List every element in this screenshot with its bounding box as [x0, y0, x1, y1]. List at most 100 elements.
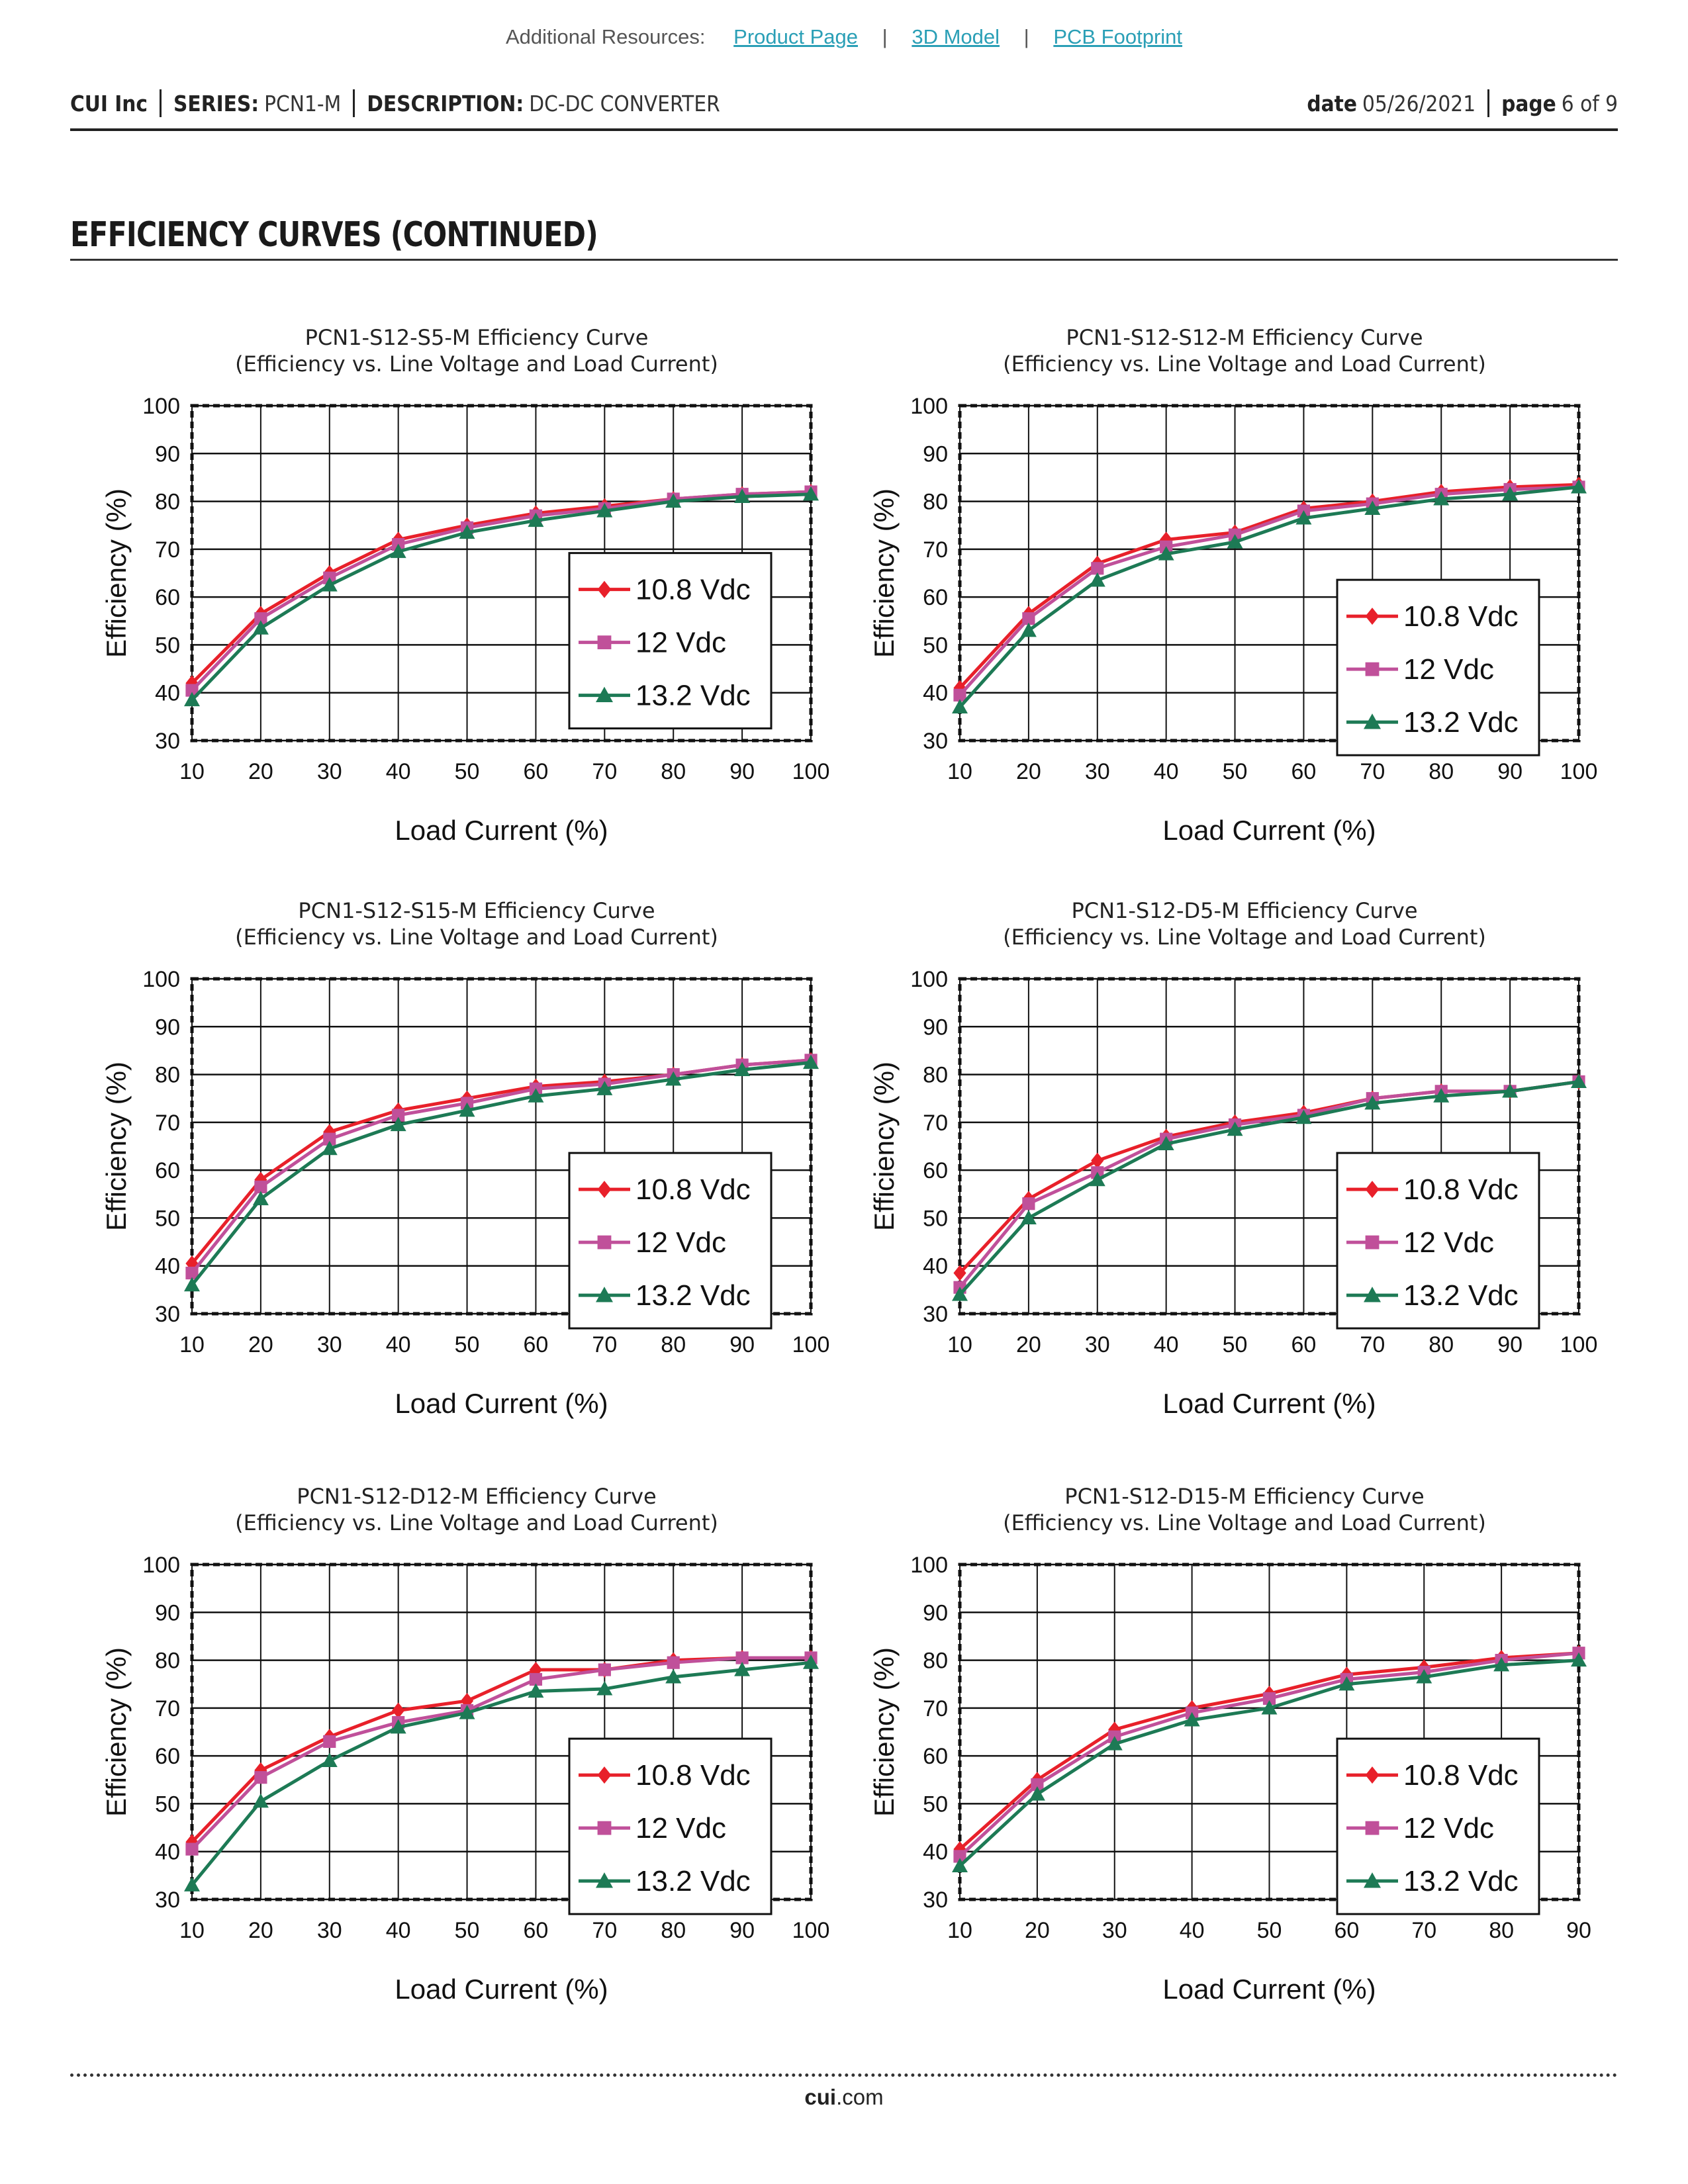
data-point: [185, 684, 199, 697]
data-point: [1022, 612, 1035, 625]
legend: 10.8 Vdc 12 Vdc 13.2 Vdc: [1336, 578, 1540, 756]
legend-item: 10.8 Vdc: [1346, 1173, 1519, 1206]
legend-marker-square-icon: [1365, 1235, 1380, 1250]
y-tick-label: 90: [155, 1015, 180, 1040]
legend-marker-square-icon: [1365, 1821, 1380, 1835]
x-axis-label: Load Current (%): [1162, 1974, 1376, 2005]
series-line: [959, 482, 1579, 690]
data-point: [596, 503, 613, 518]
data-point: [1571, 1073, 1587, 1089]
data-point: [254, 1180, 267, 1194]
separator: |: [1023, 25, 1029, 48]
x-tick-label: 10: [947, 1918, 972, 1943]
data-point: [803, 486, 819, 501]
legend-item: 13.2 Vdc: [579, 680, 751, 712]
y-tick-label: 60: [155, 1158, 180, 1183]
footer: cui.com: [0, 2085, 1688, 2110]
chart-svg: 30 40 50 60 70 80 90 100 10 20 30 40 50 60 70 80 90 100 Lo…: [101, 394, 829, 846]
data-point: [953, 1850, 966, 1863]
x-tick-label: 70: [592, 759, 617, 784]
efficiency-chart-d15: PCN1-S12-D15-M Efficiency Curve (Efficien…: [854, 1483, 1635, 2052]
legend-label: 12 Vdc: [635, 627, 726, 659]
chart-subtitle: (Efficiency vs. Line Voltage and Load Cu…: [1003, 1510, 1486, 1535]
data-point: [596, 1680, 613, 1696]
chart-title: PCN1-S12-D15-M Efficiency Curve: [1064, 1484, 1425, 1509]
date-value: 05/26/2021: [1362, 90, 1476, 116]
legend-label: 12 Vdc: [635, 1812, 726, 1844]
y-tick-label: 100: [142, 394, 180, 419]
data-point: [252, 620, 269, 635]
y-axis-label: Efficiency (%): [101, 1647, 132, 1817]
y-tick-label: 50: [923, 633, 948, 658]
series-13-2-vdc: [184, 1655, 819, 1891]
data-point: [803, 1054, 819, 1069]
description-label: DESCRIPTION:: [367, 90, 524, 116]
y-axis-label: Efficiency (%): [101, 1062, 132, 1231]
legend-marker-diamond-icon: [1365, 1766, 1380, 1784]
legend-label: 12 Vdc: [1403, 1812, 1494, 1844]
additional-resources-bar: Additional Resources: Product Page | 3D …: [0, 25, 1688, 49]
legend-label: 10.8 Vdc: [1403, 1173, 1519, 1206]
x-tick-label: 60: [524, 1918, 549, 1943]
data-point: [1433, 490, 1450, 506]
data-point: [952, 1287, 968, 1301]
x-tick-label: 40: [1154, 759, 1179, 784]
efficiency-chart-s12: PCN1-S12-S12-M Efficiency Curve (Efficien…: [854, 324, 1635, 893]
efficiency-chart-d12: PCN1-S12-D12-M Efficiency Curve (Efficien…: [86, 1483, 867, 2052]
x-tick-label: 60: [1291, 759, 1317, 784]
chart-title: PCN1-S12-D5-M Efficiency Curve: [1071, 898, 1418, 923]
x-axis-label: Load Current (%): [1162, 1388, 1376, 1419]
data-point: [1502, 1083, 1519, 1098]
data-point: [1158, 546, 1174, 561]
y-tick-label: 50: [923, 1206, 948, 1231]
y-tick-label: 40: [923, 681, 948, 706]
series-13-2-vdc: [952, 1073, 1587, 1301]
additional-resources-label: Additional Resources:: [505, 25, 706, 48]
data-point: [1227, 534, 1243, 549]
legend-item: 12 Vdc: [579, 1812, 726, 1844]
data-point: [803, 1655, 819, 1669]
data-point: [735, 1651, 749, 1664]
data-point: [528, 1088, 544, 1103]
data-point: [254, 1762, 267, 1778]
plot-frame: [958, 977, 1581, 1316]
data-point: [1338, 1676, 1355, 1691]
plot-frame: [958, 404, 1581, 743]
chart-svg: 30 40 50 60 70 80 90 100 10 20 30 40 50 60 70 80 90 100 Lo…: [868, 394, 1597, 846]
y-axis-label: Efficiency (%): [868, 488, 900, 658]
data-point: [528, 512, 544, 527]
x-tick-label: 70: [592, 1918, 617, 1943]
legend-label: 10.8 Vdc: [1403, 600, 1519, 633]
y-tick-label: 60: [155, 1744, 180, 1769]
legend: 10.8 Vdc 12 Vdc 13.2 Vdc: [568, 552, 773, 730]
chart-title: PCN1-S12-S5-M Efficiency Curve: [305, 325, 649, 350]
x-tick-label: 80: [661, 1918, 686, 1943]
y-axis-label: Efficiency (%): [868, 1647, 900, 1817]
x-tick-label: 70: [1411, 1918, 1436, 1943]
efficiency-chart-d5: PCN1-S12-D5-M Efficiency Curve (Efficienc…: [854, 897, 1635, 1467]
header-rule: [70, 128, 1618, 131]
y-tick-label: 100: [142, 967, 180, 992]
pcb-footprint-link[interactable]: PCB Footprint: [1053, 25, 1183, 48]
legend-label: 10.8 Vdc: [1403, 1759, 1519, 1792]
legend-item: 12 Vdc: [1346, 1812, 1494, 1844]
3d-model-link[interactable]: 3D Model: [912, 25, 1000, 48]
footer-domain-bold: cui: [804, 2085, 837, 2109]
series-line: [959, 1079, 1579, 1289]
legend-item: 12 Vdc: [579, 1226, 726, 1259]
y-tick-label: 30: [923, 729, 948, 754]
chart-subtitle: (Efficiency vs. Line Voltage and Load Cu…: [235, 925, 718, 950]
x-tick-label: 50: [455, 1918, 480, 1943]
product-page-link[interactable]: Product Page: [733, 25, 859, 48]
x-tick-label: 70: [1360, 1332, 1385, 1357]
section-rule: [70, 259, 1618, 261]
data-point: [1571, 1652, 1587, 1667]
legend-label: 10.8 Vdc: [635, 1759, 751, 1792]
x-tick-label: 30: [1085, 759, 1110, 784]
description-value: DC-DC CONVERTER: [529, 90, 720, 116]
company-name: CUI Inc: [70, 90, 148, 116]
x-tick-label: 80: [1429, 759, 1454, 784]
x-tick-label: 30: [1102, 1918, 1127, 1943]
chart-svg: 30 40 50 60 70 80 90 100 10 20 30 40 50 60 70 80 90 100 Lo…: [101, 967, 829, 1419]
x-tick-label: 60: [524, 1332, 549, 1357]
